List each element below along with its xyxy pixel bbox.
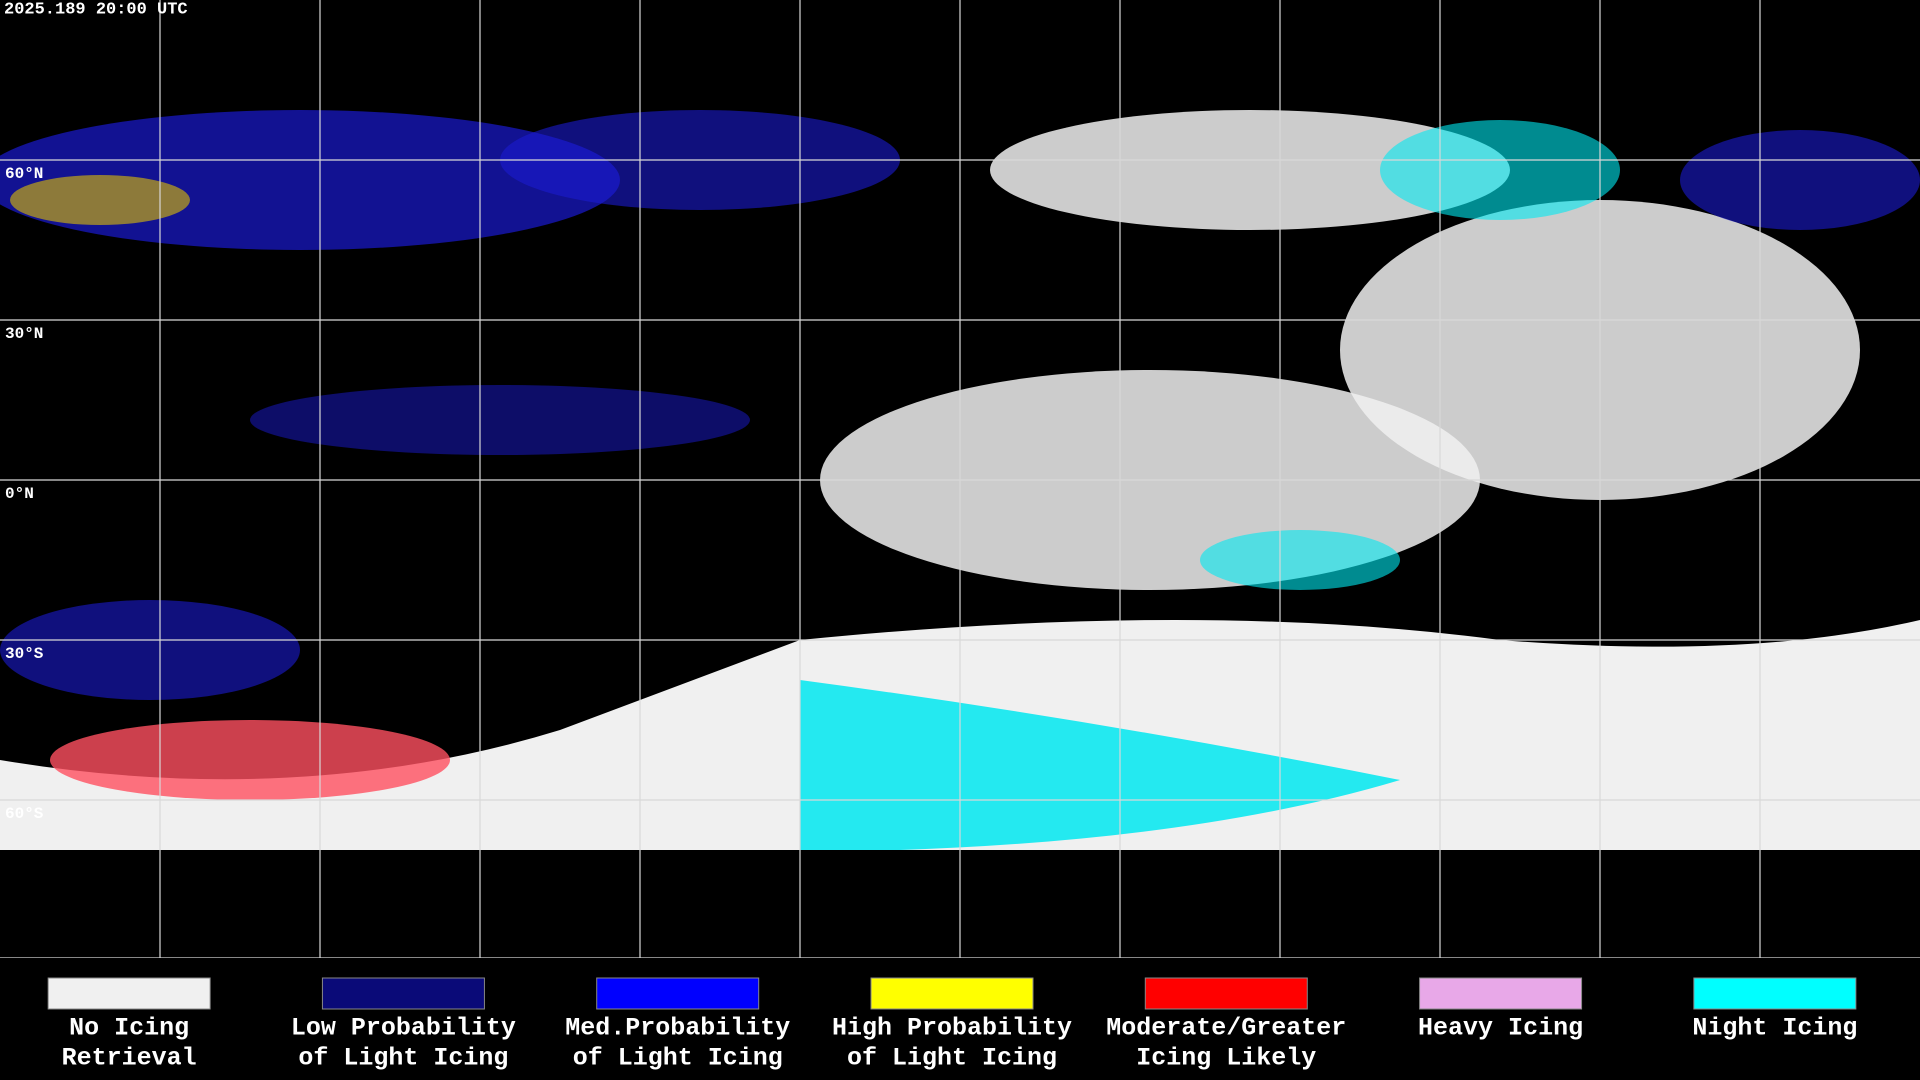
legend-swatch: [1693, 977, 1857, 1010]
legend-swatch: [870, 977, 1034, 1010]
graticule: [0, 0, 1920, 959]
timestamp: 2025.189 20:00 UTC: [4, 0, 188, 19]
legend-label: of Light Icing: [298, 1044, 508, 1073]
latitude-label: 60°N: [5, 165, 43, 183]
latitude-label: 30°S: [5, 645, 44, 663]
legend-label: Retrieval: [62, 1044, 197, 1073]
legend-swatch: [1144, 977, 1308, 1010]
night-icing-region: [1380, 120, 1620, 220]
legend-label: Icing Likely: [1136, 1044, 1316, 1073]
night-icing-region: [1200, 530, 1400, 590]
legend-label: No Icing: [69, 1014, 189, 1043]
legend-label: Heavy Icing: [1418, 1014, 1583, 1043]
legend-label: of Light Icing: [847, 1044, 1057, 1073]
latitude-label: 30°N: [5, 325, 43, 343]
latitude-label: 60°S: [5, 805, 44, 823]
latitude-labels: 60°N 30°N 0°N 30°S 60°S: [5, 165, 44, 823]
legend-swatch: [47, 977, 211, 1010]
icing-region: [0, 600, 300, 700]
legend-swatch: [596, 977, 760, 1010]
icing-region: [50, 720, 450, 800]
legend-label: of Light Icing: [573, 1044, 783, 1073]
icing-region: [10, 175, 190, 225]
legend-label: Night Icing: [1692, 1014, 1857, 1043]
legend-swatch: [321, 977, 485, 1010]
night-icing-region: [800, 680, 1400, 850]
legend-label: Med.Probability: [565, 1014, 790, 1043]
icing-region: [250, 385, 750, 455]
latitude-label: 0°N: [5, 485, 34, 503]
legend-label: High Probability: [832, 1014, 1072, 1043]
legend-label: Moderate/Greater: [1106, 1014, 1346, 1043]
legend-label: Low Probability: [291, 1014, 516, 1043]
icing-region: [1680, 130, 1920, 230]
legend-swatch: [1419, 977, 1583, 1010]
